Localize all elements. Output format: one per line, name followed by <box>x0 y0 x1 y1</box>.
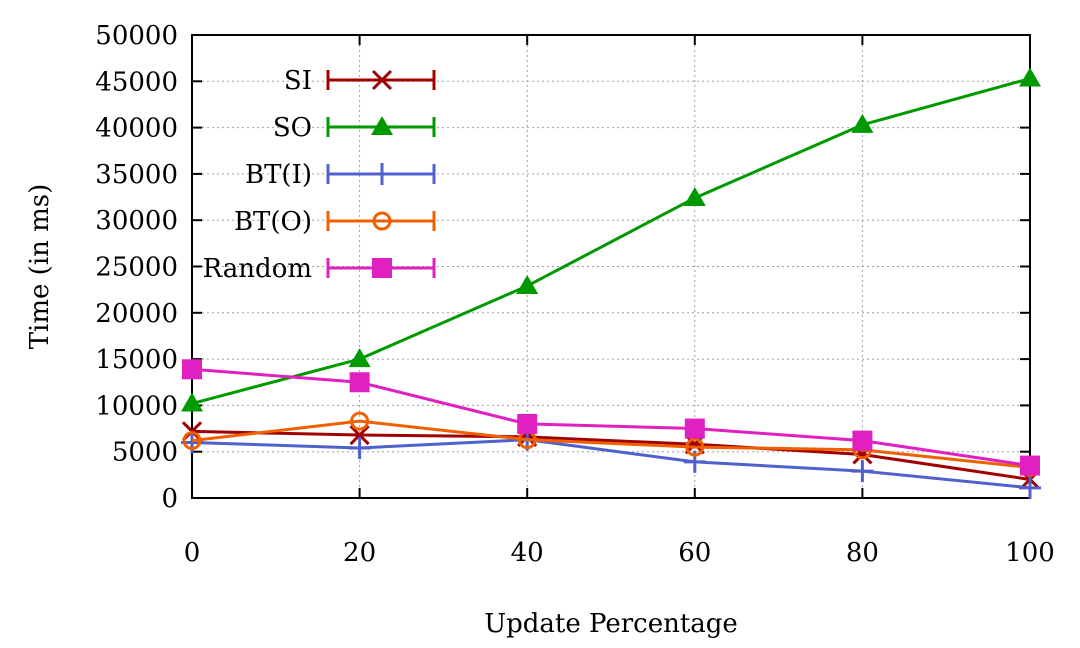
y-axis: 0 5000 10000 15000 20000 25000 30000 35000 40000… <box>95 21 1030 514</box>
legend-marker <box>371 69 393 91</box>
data-point <box>348 436 371 459</box>
legend-label: BT(O) <box>234 207 312 237</box>
legend-marker <box>372 258 392 278</box>
data-point <box>685 437 705 457</box>
y-tick-label: 45000 <box>95 67 178 97</box>
y-tick-label: 0 <box>161 484 178 514</box>
data-point <box>517 413 538 434</box>
series-so <box>181 67 1041 412</box>
x-tick-label: 100 <box>1005 538 1055 568</box>
y-tick-label: 25000 <box>95 253 178 283</box>
y-tick-label: 15000 <box>95 345 178 375</box>
legend-marker <box>371 163 393 185</box>
data-point <box>1019 476 1041 499</box>
data-point <box>350 411 370 431</box>
x-tick-label: 20 <box>343 538 376 568</box>
data-point <box>851 460 874 483</box>
x-tick-label: 0 <box>184 538 201 568</box>
data-point <box>683 186 706 206</box>
legend-label: SI <box>284 66 312 96</box>
y-tick-label: 35000 <box>95 160 178 190</box>
series-line <box>191 438 1031 490</box>
legend-item: BT(I) <box>245 160 436 190</box>
series-line <box>191 367 1031 468</box>
data-point <box>349 424 370 446</box>
legend-item: Random <box>203 254 436 284</box>
legend-item: BT(O) <box>234 207 436 237</box>
y-tick-label: 10000 <box>95 391 178 421</box>
legend-marker <box>371 116 393 135</box>
y-tick-label: 5000 <box>112 438 178 468</box>
x-tick-label: 60 <box>678 538 711 568</box>
data-point <box>1020 455 1040 476</box>
series-layer <box>181 67 1041 499</box>
legend: SI SO BT(I) BT(O) Random <box>203 66 436 284</box>
series-bt-o <box>182 411 1040 477</box>
x-tick-label: 80 <box>846 538 879 568</box>
data-point <box>182 359 202 380</box>
data-point <box>182 431 202 451</box>
x-axis: 0 20 40 60 80 100 <box>184 35 1055 568</box>
data-point <box>852 430 873 451</box>
marker-stroke <box>349 424 370 446</box>
y-axis-title: Time (in ms) <box>25 184 55 350</box>
legend-marker <box>372 211 392 231</box>
marker-stroke <box>371 69 393 91</box>
data-point <box>349 372 370 393</box>
series-line <box>191 77 1031 405</box>
data-point <box>348 348 371 368</box>
series-line <box>191 419 1031 469</box>
legend-label: Random <box>203 254 312 284</box>
y-tick-label: 50000 <box>95 21 178 51</box>
data-point <box>851 113 874 133</box>
y-tick-label: 20000 <box>95 299 178 329</box>
legend-item: SI <box>284 66 436 96</box>
data-point <box>181 392 203 412</box>
legend-item: SO <box>273 113 436 143</box>
series-random <box>182 359 1040 476</box>
y-tick-label: 40000 <box>95 114 178 144</box>
y-tick-label: 30000 <box>95 206 178 236</box>
grid <box>192 35 1030 498</box>
data-point <box>516 274 539 294</box>
data-point <box>684 418 705 439</box>
x-axis-title: Update Percentage <box>484 609 738 639</box>
series-line <box>191 429 1031 481</box>
legend-label: BT(I) <box>245 160 312 190</box>
legend-label: SO <box>273 113 312 143</box>
data-point <box>1019 67 1041 87</box>
x-tick-label: 40 <box>511 538 544 568</box>
